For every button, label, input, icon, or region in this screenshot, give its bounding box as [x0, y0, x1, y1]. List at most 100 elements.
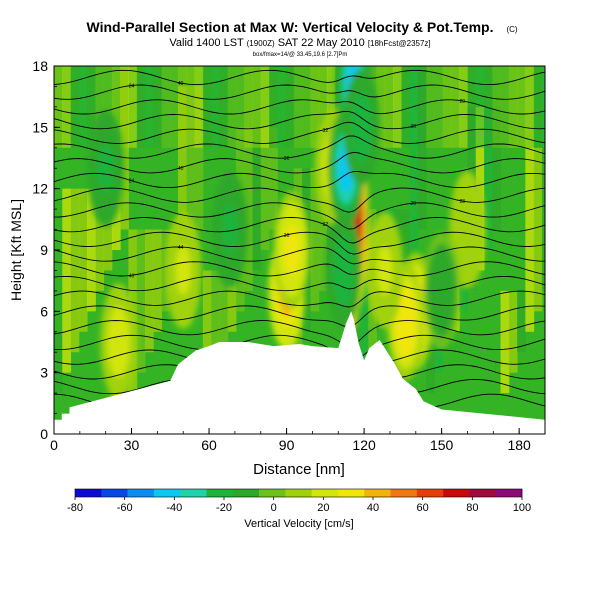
colorbar-swatch — [311, 489, 339, 497]
velocity-band — [111, 66, 121, 148]
downdraft-core — [335, 245, 352, 296]
colorbar-tick-label: 100 — [513, 502, 531, 514]
velocity-band — [401, 66, 411, 148]
isentropes — [54, 69, 545, 409]
isentrope-label: 30 — [410, 124, 416, 130]
velocity-band — [54, 66, 63, 148]
isentrope-line — [54, 135, 545, 159]
velocity-band — [525, 147, 535, 332]
colorbar-frame — [74, 488, 523, 498]
velocity-band — [450, 66, 460, 148]
velocity-band — [144, 229, 154, 353]
colorbar-swatch — [206, 489, 234, 497]
colorbar-swatch — [364, 489, 391, 497]
isentrope-label: 20 — [410, 201, 416, 207]
velocity-band — [87, 66, 96, 148]
y-axis: 0 3 6 9 12 15 18 — [32, 58, 60, 442]
velocity-band — [517, 66, 526, 148]
isentrope-label: 32 — [323, 222, 329, 228]
isentrope-label: 36 — [284, 156, 290, 162]
colorbar-tick-label: -20 — [216, 502, 232, 514]
chart-subtitle: Valid 1400 LST (1900Z) SAT 22 May 2010 [… — [169, 37, 430, 49]
isentrope-label: 40 — [129, 273, 135, 279]
velocity-band — [244, 66, 253, 148]
isentrope-labels: 40 44 36 32 20 28 24 40 36 32 30 20 24 40 — [129, 81, 466, 279]
colorbar-ticks: -80 -60 -40 -20 0 20 40 60 80 100 — [67, 497, 531, 514]
velocity-band — [186, 86, 196, 250]
isentrope-label: 20 — [460, 99, 466, 105]
velocity-band — [227, 66, 237, 148]
velocity-band — [417, 66, 427, 148]
x-tick-label: 0 — [50, 437, 58, 453]
isentrope-label: 28 — [460, 199, 466, 205]
colorbar-label: Vertical Velocity [cm/s] — [244, 518, 353, 530]
velocity-band — [484, 106, 493, 250]
isentrope-line — [54, 334, 545, 362]
velocity-band — [310, 66, 320, 148]
velocity-band — [62, 188, 72, 373]
isentrope-line — [54, 151, 545, 174]
isentrope-line — [54, 187, 545, 213]
colorbar-tick-label: -60 — [117, 502, 133, 514]
x-tick-label: 120 — [352, 437, 376, 453]
velocity-band — [269, 66, 278, 148]
velocity-band — [285, 66, 295, 148]
updraft-core — [284, 225, 300, 275]
velocity-band — [393, 66, 402, 148]
x-tick-label: 150 — [430, 437, 454, 453]
updraft-core — [397, 296, 414, 347]
velocity-band — [318, 168, 328, 291]
colorbar-tick-label: 0 — [271, 502, 277, 514]
velocity-band — [194, 66, 204, 148]
velocity-band — [401, 209, 411, 271]
velocity-band — [492, 66, 502, 148]
downdraft-core — [222, 204, 238, 255]
velocity-band — [194, 86, 204, 230]
velocity-band — [293, 66, 303, 148]
velocity-band — [111, 188, 121, 250]
isentrope-label: 40 — [178, 166, 184, 172]
velocity-band — [169, 66, 179, 148]
velocity-band — [310, 168, 320, 312]
velocity-band — [153, 229, 163, 332]
colorbar-swatch — [416, 489, 444, 497]
velocity-band — [525, 66, 535, 148]
velocity-band — [103, 188, 113, 271]
velocity-band — [120, 66, 129, 148]
velocity-band — [541, 147, 545, 291]
updraft-core — [377, 245, 393, 296]
velocity-band — [459, 66, 468, 148]
velocity-band — [144, 66, 154, 148]
isentrope-line — [54, 231, 545, 255]
subtitle-utc: (1900Z) — [247, 39, 275, 48]
isentrope-line — [54, 246, 545, 265]
x-tick-label: 60 — [201, 437, 217, 453]
colorbar-tick-label: 60 — [417, 502, 429, 514]
velocity-band — [70, 66, 80, 148]
velocity-band — [95, 188, 105, 291]
velocity-band — [475, 66, 485, 148]
isentrope-label: 32 — [323, 128, 329, 134]
isentrope-label: 24 — [129, 83, 135, 89]
velocity-band — [78, 188, 88, 332]
velocity-band — [244, 127, 253, 291]
velocity-band — [227, 270, 237, 332]
colorbar-swatch — [180, 489, 207, 497]
colorbar-tick-label: 40 — [367, 502, 379, 514]
velocity-band — [508, 290, 518, 373]
y-tick-label: 9 — [40, 242, 48, 258]
velocity-band — [500, 290, 510, 394]
velocity-band — [252, 127, 262, 271]
isentrope-label: 24 — [129, 179, 135, 185]
subtitle-date: SAT 22 May 2010 — [278, 37, 365, 49]
colorbar-swatch — [127, 489, 155, 497]
velocity-band — [136, 229, 146, 373]
velocity-band — [533, 147, 543, 312]
x-tick-label: 30 — [124, 437, 140, 453]
y-tick-label: 12 — [32, 181, 48, 197]
velocity-band — [95, 66, 105, 148]
velocity-band — [426, 66, 435, 148]
isentrope-line — [54, 290, 545, 308]
isentrope-line — [54, 84, 545, 100]
